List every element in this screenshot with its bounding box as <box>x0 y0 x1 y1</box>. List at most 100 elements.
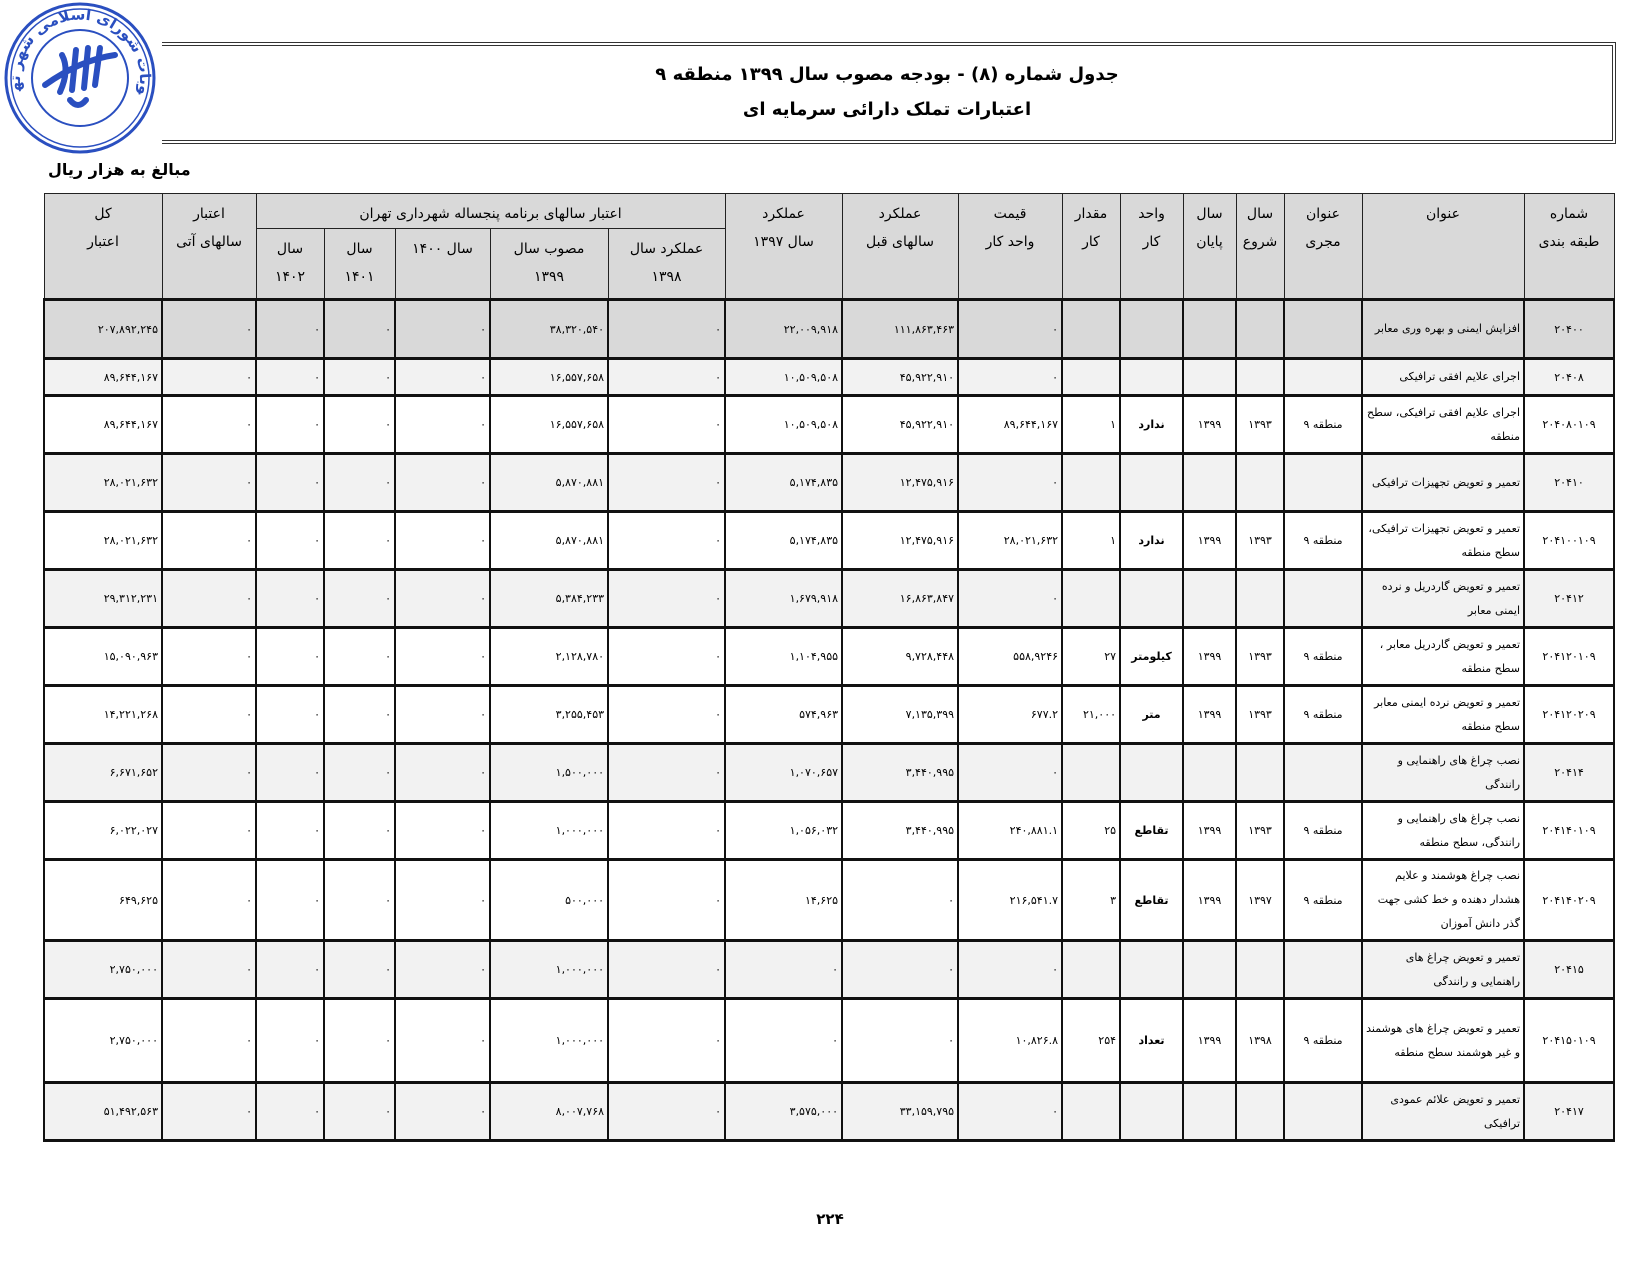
cell-prev-years: ۰ <box>841 997 960 1084</box>
header-y1399: مصوب سال ۱۳۹۹ <box>489 228 609 300</box>
cell-future: ۰ <box>161 684 257 745</box>
cell-title: تعمیر و تعویض تجهیزات ترافیکی <box>1361 452 1526 513</box>
table-row: ۲۰۴۰۰ افزایش ایمنی و بهره وری معابر ۰ ۱۱۱,۸… <box>43 298 1616 360</box>
cell-y1398: ۰ <box>607 568 727 629</box>
cell-y1400: ۰ <box>394 684 492 745</box>
cell-future: ۰ <box>161 939 257 1000</box>
cell-prev-years: ۰ <box>841 858 960 942</box>
cell-start <box>1235 452 1286 513</box>
cell-future: ۰ <box>161 357 257 397</box>
cell-unit <box>1119 742 1185 803</box>
cell-y1402: ۰ <box>254 568 326 629</box>
header-qty-line: مقدار <box>1074 206 1108 222</box>
cell-unit-price: ۲۱۶,۵۴۱.۷ <box>957 858 1064 942</box>
cell-y1400: ۰ <box>394 939 492 1000</box>
cell-code: ۲۰۴۰۸ <box>1523 357 1616 397</box>
cell-start <box>1235 939 1286 1000</box>
cell-y1401: ۰ <box>323 742 397 803</box>
cell-y1402: ۰ <box>254 357 326 397</box>
cell-executor <box>1283 742 1364 803</box>
cell-y1401: ۰ <box>323 626 397 687</box>
cell-y1401: ۰ <box>323 298 397 360</box>
cell-title: نصب چراغ های راهنمایی و رانندگی، سطح منط… <box>1361 800 1526 861</box>
table-row: ۲۰۴۱۴ نصب چراغ های راهنمایی و رانندگی ۰ ۳,۴… <box>43 742 1616 803</box>
cell-unit: کیلومتر <box>1119 626 1185 687</box>
cell-end: ۱۳۹۹ <box>1182 510 1238 571</box>
cell-code: ۲۰۴۰۸۰۱۰۹ <box>1523 394 1616 455</box>
cell-start: ۱۳۹۳ <box>1235 626 1286 687</box>
cell-y1400: ۰ <box>394 394 492 455</box>
cell-y1397: ۳,۵۷۵,۰۰۰ <box>724 1081 844 1142</box>
cell-code: ۲۰۴۰۰ <box>1523 298 1616 360</box>
cell-unit-price: ۰ <box>957 1081 1064 1142</box>
page-subtitle: اعتبارات تملک دارائی سرمایه ای <box>742 99 1032 120</box>
cell-title: افزایش ایمنی و بهره وری معابر <box>1361 298 1526 360</box>
cell-qty: ۳ <box>1061 858 1122 942</box>
header-prev-years-line: عملکرد <box>878 206 922 222</box>
cell-prev-years: ۱۱۱,۸۶۳,۴۶۳ <box>841 298 960 360</box>
page-title: جدول شماره (۸) - بودجه مصوب سال ۱۳۹۹ منط… <box>655 64 1119 85</box>
cell-y1402: ۰ <box>254 1081 326 1142</box>
cell-title: تعمیر و تعویض تجهیزات ترافیکی، سطح منطقه <box>1361 510 1526 571</box>
cell-unit-price: ۰ <box>957 298 1064 360</box>
cell-code: ۲۰۴۱۰ <box>1523 452 1616 513</box>
cell-y1402: ۰ <box>254 742 326 803</box>
table-row: ۲۰۴۰۸۰۱۰۹ اجرای علایم افقی ترافیکی، سطح م… <box>43 394 1616 455</box>
cell-end <box>1182 452 1238 513</box>
cell-start <box>1235 298 1286 360</box>
header-executor-line: مجری <box>1305 234 1341 250</box>
cell-code: ۲۰۴۱۴۰۱۰۹ <box>1523 800 1616 861</box>
cell-unit-price: ۸۹,۶۴۴,۱۶۷ <box>957 394 1064 455</box>
cell-y1402: ۰ <box>254 997 326 1084</box>
cell-y1401: ۰ <box>323 568 397 629</box>
cell-y1400: ۰ <box>394 452 492 513</box>
cell-total: ۵۱,۴۹۲,۵۶۳ <box>43 1081 163 1142</box>
cell-executor: منطقه ۹ <box>1283 858 1364 942</box>
cell-prev-years: ۷,۱۳۵,۳۹۹ <box>841 684 960 745</box>
cell-title: نصب چراغ هوشمند و علایم هشدار دهنده و خط… <box>1361 858 1526 942</box>
cell-y1397: ۰ <box>724 997 844 1084</box>
cell-end <box>1182 742 1238 803</box>
cell-y1402: ۰ <box>254 684 326 745</box>
cell-prev-years: ۴۵,۹۲۲,۹۱۰ <box>841 357 960 397</box>
cell-y1402: ۰ <box>254 298 326 360</box>
cell-total: ۶,۶۷۱,۶۵۲ <box>43 742 163 803</box>
header-start-line: شروع <box>1242 234 1278 250</box>
table-row: ۲۰۴۱۵۰۱۰۹ تعمیر و تعویض چراغ های هوشمند و… <box>43 997 1616 1084</box>
cell-y1398: ۰ <box>607 357 727 397</box>
cell-y1399: ۵,۸۷۰,۸۸۱ <box>489 510 610 571</box>
cell-executor: منطقه ۹ <box>1283 626 1364 687</box>
cell-y1399: ۵,۸۷۰,۸۸۱ <box>489 452 610 513</box>
header-y1400-line: سال ۱۴۰۰ <box>412 241 473 257</box>
cell-total: ۲۹,۳۱۲,۲۳۱ <box>43 568 163 629</box>
cell-start: ۱۳۹۸ <box>1235 997 1286 1084</box>
header-end-line: سال <box>1196 206 1223 222</box>
budget-table: شماره طبقه بندی عنوان عنوان مجری سال شروع سال پا… <box>43 193 1616 1142</box>
cell-unit: ندارد <box>1119 510 1185 571</box>
cell-unit <box>1119 939 1185 1000</box>
cell-y1402: ۰ <box>254 858 326 942</box>
cell-y1401: ۰ <box>323 1081 397 1142</box>
cell-end <box>1182 1081 1238 1142</box>
cell-total: ۲,۷۵۰,۰۰۰ <box>43 939 163 1000</box>
cell-code: ۲۰۴۱۲۰۱۰۹ <box>1523 626 1616 687</box>
header-y1401-line: ۱۴۰۱ <box>344 269 375 285</box>
cell-end <box>1182 939 1238 1000</box>
cell-y1399: ۳۸,۳۲۰,۵۴۰ <box>489 298 610 360</box>
cell-prev-years: ۳,۴۴۰,۹۹۵ <box>841 800 960 861</box>
header-y1402-line: ۱۴۰۲ <box>274 269 306 285</box>
cell-title: اجرای علایم افقی ترافیکی، سطح منطقه <box>1361 394 1526 455</box>
cell-title: اجرای علایم افقی ترافیکی <box>1361 357 1526 397</box>
cell-y1401: ۰ <box>323 684 397 745</box>
cell-y1400: ۰ <box>394 626 492 687</box>
header-y1397-line: عملکرد <box>762 206 805 222</box>
cell-unit: متر <box>1119 684 1185 745</box>
cell-y1397: ۵,۱۷۴,۸۳۵ <box>724 452 844 513</box>
cell-qty <box>1061 452 1122 513</box>
header-code-line: طبقه بندی <box>1538 234 1600 250</box>
cell-unit <box>1119 357 1185 397</box>
cell-prev-years: ۳,۴۴۰,۹۹۵ <box>841 742 960 803</box>
cell-executor: منطقه ۹ <box>1283 800 1364 861</box>
table-row: ۲۰۴۱۲۰۱۰۹ تعمیر و تعویض گاردریل معابر ، س… <box>43 626 1616 687</box>
cell-unit-price: ۲۸,۰۲۱,۶۳۲ <box>957 510 1064 571</box>
